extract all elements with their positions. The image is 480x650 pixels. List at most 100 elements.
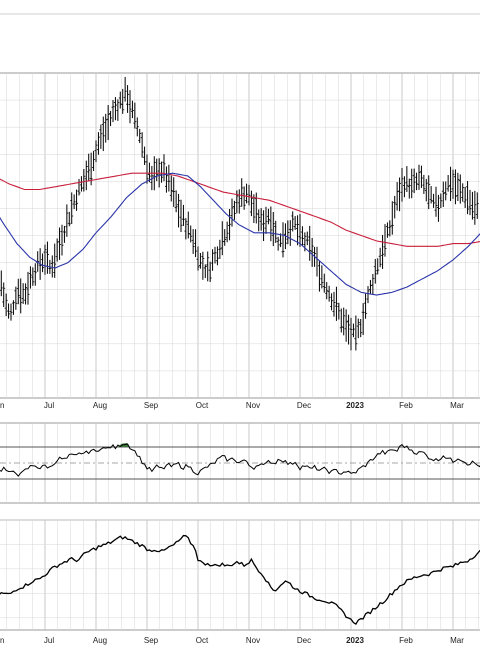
relative-x-tick-label: Dec (297, 636, 311, 645)
price-bar (405, 166, 409, 192)
price-bar (398, 177, 402, 212)
price-bar (463, 186, 467, 209)
price-bar (9, 303, 13, 321)
price-bar (264, 206, 268, 234)
price-bar (325, 282, 329, 300)
price-bar (298, 213, 302, 247)
price-bar (475, 192, 479, 219)
price-bar (378, 247, 382, 268)
price-bar (189, 225, 193, 243)
price-bar (242, 186, 246, 210)
price-bar (145, 154, 149, 184)
x-axis-labels: Jun Jun Jul Jul Aug Aug Sep Sep Oct Oct Nov Nov Dec D… (0, 401, 464, 645)
price-bar (147, 162, 151, 183)
price-x-tick-label: Jun (0, 401, 4, 410)
price-x-tick-label: Dec (297, 401, 311, 410)
price-bar (296, 215, 300, 246)
price-bar (203, 264, 207, 279)
price-bar (21, 283, 25, 304)
price-bar (402, 176, 406, 198)
price-bar (111, 100, 115, 123)
relative-x-tick-label: Jun (0, 636, 4, 645)
price-bar (269, 206, 273, 242)
price-bar (259, 208, 263, 231)
relative-x-tick-label: Nov (246, 636, 260, 645)
price-bar (60, 224, 64, 256)
price-bar (109, 110, 113, 127)
price-bar (92, 150, 96, 171)
price-bar (206, 251, 210, 282)
price-bar (7, 303, 11, 319)
price-bar (118, 91, 122, 109)
relative-x-tick-label: Sep (144, 636, 159, 645)
price-bar (252, 194, 256, 224)
price-bar (184, 218, 188, 240)
oscillator-panel (0, 443, 480, 480)
price-bar (237, 189, 241, 214)
price-bar (262, 210, 266, 242)
relative-strength-line (0, 534, 480, 626)
price-bar (75, 189, 79, 211)
price-bar (461, 183, 465, 202)
price-bar (45, 241, 49, 274)
price-bar (439, 193, 443, 209)
price-bar (2, 282, 6, 307)
fast-moving-average-line (0, 172, 480, 296)
price-bar (266, 208, 270, 225)
price-bar (65, 204, 69, 237)
price-bar (70, 192, 74, 224)
price-bar (191, 229, 195, 254)
price-bar (82, 169, 86, 192)
price-bar (400, 167, 404, 202)
price-bar (388, 220, 392, 237)
price-bar (327, 285, 331, 302)
price-bar (349, 317, 353, 351)
price-bar (424, 178, 428, 202)
price-x-tick-label: Feb (399, 401, 413, 410)
price-bar (317, 261, 321, 292)
price-bar (232, 200, 236, 220)
price-bar (415, 172, 419, 191)
price-bar (181, 204, 185, 226)
price-bar (41, 253, 45, 273)
price-bar (84, 160, 88, 191)
price-bar (121, 88, 125, 114)
price-bar (366, 286, 370, 304)
price-bar (347, 314, 351, 345)
price-bar (468, 189, 472, 216)
panel-frames (0, 13, 480, 631)
relative-x-tick-label: Oct (196, 636, 209, 645)
price-bar (410, 168, 414, 199)
price-bar (407, 178, 411, 199)
price-bar (456, 172, 460, 201)
price-bar (466, 181, 470, 215)
price-bar (218, 239, 222, 259)
price-x-tick-label: Mar (450, 401, 464, 410)
price-bar (50, 255, 54, 278)
price-bar (172, 177, 176, 207)
price-bar (383, 224, 387, 257)
price-bar (412, 168, 416, 194)
price-bar (359, 319, 363, 338)
price-bar (257, 209, 261, 232)
price-bar (62, 225, 66, 243)
price-bar (201, 251, 205, 280)
price-bar (167, 164, 171, 192)
price-bar (286, 220, 290, 245)
price-bar (449, 166, 453, 202)
price-bar (249, 190, 253, 217)
price-bar (208, 261, 212, 282)
price-x-tick-label: Aug (93, 401, 107, 410)
price-bar (361, 303, 365, 335)
relative-x-tick-label: Feb (399, 636, 413, 645)
price-x-tick-label: Oct (196, 401, 209, 410)
price-bar (140, 132, 144, 158)
price-bar (215, 246, 219, 266)
price-bar (58, 227, 62, 260)
price-bar (458, 174, 462, 204)
price-bar (130, 100, 134, 119)
price-bar (179, 199, 183, 233)
price-bar (427, 175, 431, 210)
price-bar (198, 252, 202, 269)
